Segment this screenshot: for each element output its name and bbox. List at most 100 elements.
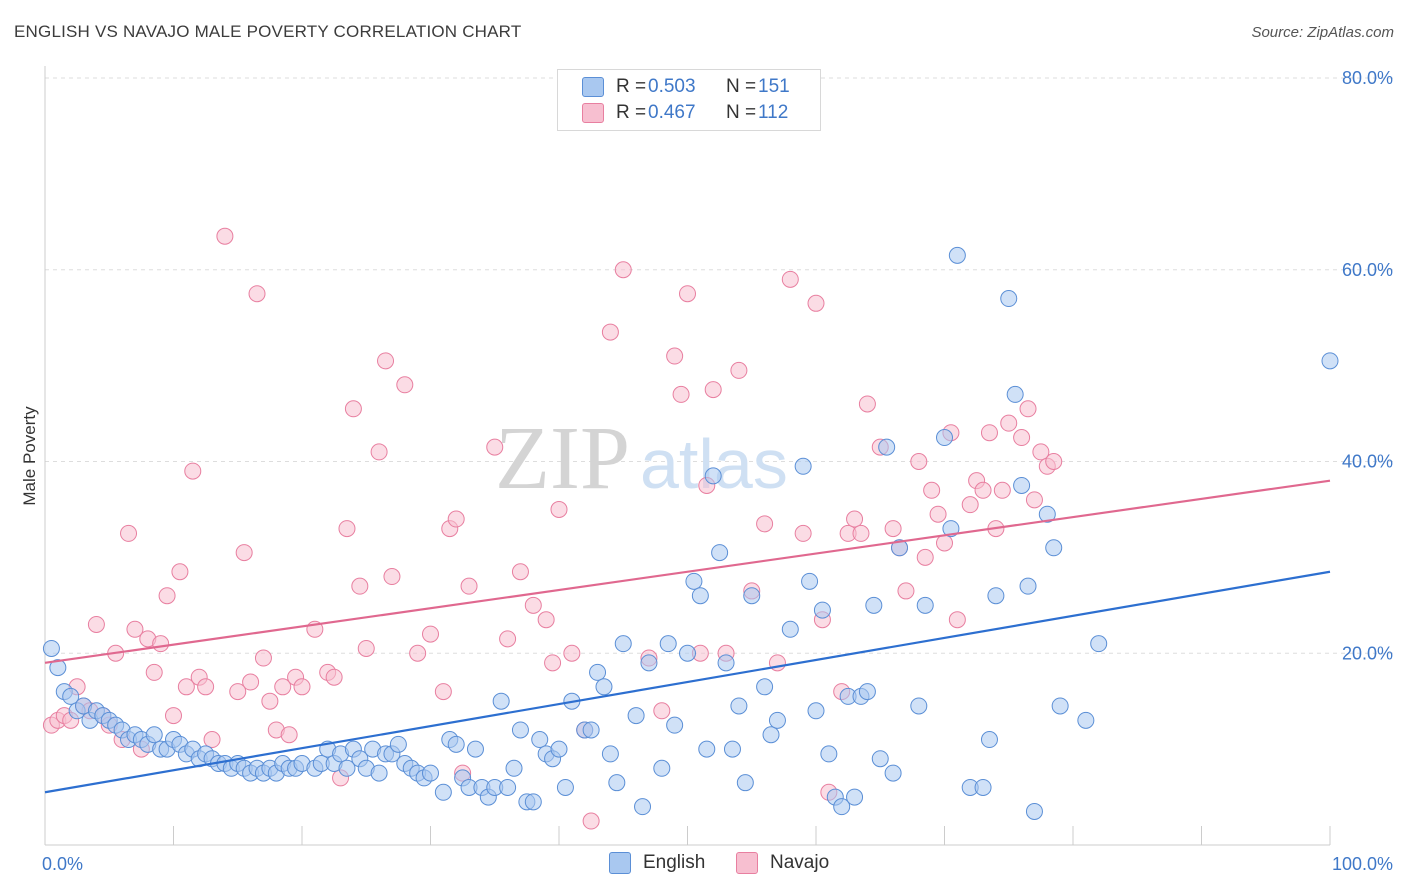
r-value: 0.503 [648, 76, 696, 97]
english-point [730, 697, 748, 715]
navajo-point [254, 649, 272, 667]
navajo-point [948, 611, 966, 629]
navajo-point [229, 683, 247, 701]
navajo-point [582, 812, 600, 830]
english-point [531, 731, 549, 749]
english-point [936, 429, 953, 447]
navajo-point [852, 524, 870, 542]
axes [44, 66, 1331, 846]
navajo-point [897, 582, 915, 600]
english-point [691, 587, 709, 605]
navajo-point [550, 500, 568, 518]
english-point [640, 654, 658, 672]
english-point [1077, 711, 1095, 729]
english-point [679, 644, 696, 662]
navajo-point [422, 625, 439, 643]
navajo-point [563, 644, 581, 662]
english-point [389, 735, 407, 753]
english-point [794, 457, 812, 475]
navajo-point [666, 347, 684, 365]
navajo-point [961, 496, 979, 514]
chart-title: ENGLISH VS NAVAJO MALE POVERTY CORRELATI… [14, 22, 522, 41]
english-point [1019, 577, 1037, 595]
navajo-point [203, 731, 221, 749]
english-point [1038, 505, 1056, 523]
english-point [614, 635, 632, 653]
english-point [1321, 352, 1339, 370]
navajo-point [197, 678, 215, 696]
legend-row-navajo: R = 0.467 N = 112 [582, 101, 788, 125]
navajo-point [1000, 414, 1018, 432]
navajo-point [87, 615, 105, 633]
english-point [145, 726, 163, 744]
navajo-point [653, 702, 671, 720]
english-point [492, 692, 510, 710]
english-point [736, 774, 754, 792]
navajo-point [216, 227, 234, 245]
english-point [762, 726, 780, 744]
navajo-point [511, 563, 529, 581]
english-point [653, 759, 671, 777]
navajo-point [1013, 429, 1031, 447]
watermark-zip: ZIP [495, 409, 630, 508]
navajo-point [158, 587, 176, 605]
navajo-point [434, 683, 452, 701]
navajo-point [120, 524, 138, 542]
english-swatch [609, 852, 631, 874]
english-point [505, 759, 523, 777]
navajo-swatch [736, 852, 758, 874]
navajo-point [460, 577, 478, 595]
navajo-point [370, 443, 388, 461]
english-point [813, 601, 831, 619]
english-point [370, 764, 388, 782]
english-point [871, 750, 889, 768]
english-point [1006, 385, 1024, 403]
english-point [717, 654, 735, 672]
english-point [711, 544, 729, 562]
english-point [704, 467, 722, 485]
english-point [447, 735, 465, 753]
navajo-point [242, 673, 260, 691]
english-label: English [643, 852, 706, 873]
navajo-point [383, 568, 401, 586]
english-point [1000, 290, 1018, 308]
navajo-point [910, 453, 928, 470]
navajo-point [884, 520, 902, 538]
navajo-point [980, 424, 998, 442]
navajo-point [537, 611, 555, 629]
english-swatch [582, 77, 604, 97]
navajo-point [704, 381, 722, 399]
navajo-point [1045, 453, 1063, 470]
navajo-point [524, 596, 542, 614]
english-point [846, 788, 864, 806]
english-point [891, 539, 909, 557]
english-points [42, 246, 1339, 820]
navajo-trend-line [44, 479, 1331, 664]
navajo-point [923, 481, 941, 499]
n-value: 151 [758, 76, 790, 97]
english-point [1025, 802, 1043, 820]
bottom-legend-navajo: Navajo [736, 852, 829, 874]
navajo-point [544, 654, 562, 672]
y-tick-label: 20.0% [1342, 643, 1393, 663]
navajo-point [756, 515, 774, 533]
english-point [743, 587, 761, 605]
navajo-point [177, 678, 195, 696]
y-axis-label: Male Poverty [20, 406, 39, 506]
r-label: R = [616, 76, 647, 97]
navajo-point [614, 261, 632, 279]
navajo-point [1025, 491, 1043, 509]
source-credit: Source: ZipAtlas.com [1251, 24, 1394, 41]
navajo-point [447, 510, 465, 528]
english-point [865, 596, 883, 614]
english-point [589, 663, 607, 681]
navajo-point [261, 692, 279, 710]
english-point [62, 687, 80, 705]
navajo-point [235, 544, 253, 562]
english-point [948, 246, 966, 264]
navajo-swatch [582, 103, 604, 123]
bottom-legend-english: English [609, 852, 705, 874]
english-point [601, 745, 619, 763]
y-tick-label: 40.0% [1342, 452, 1393, 472]
navajo-point [601, 323, 619, 341]
